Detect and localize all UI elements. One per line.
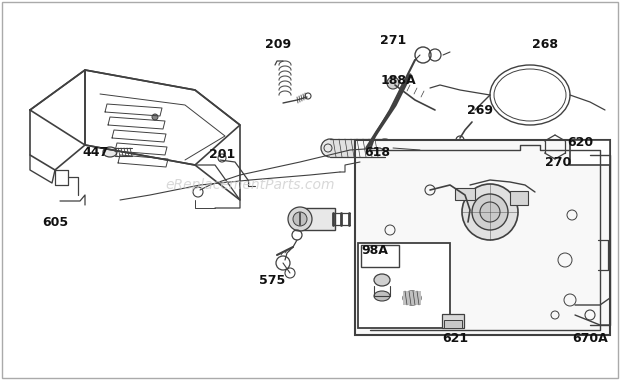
Bar [455,188,475,200]
Bar [330,139,385,157]
Bar [358,243,450,328]
Circle shape [387,77,399,89]
Bar [510,191,528,205]
Bar [355,140,610,335]
Bar [570,140,610,165]
Circle shape [288,207,312,231]
Bar [361,245,399,267]
Circle shape [480,202,500,222]
Text: 270: 270 [545,155,571,168]
Ellipse shape [321,139,339,157]
Ellipse shape [103,147,117,157]
Bar [442,314,464,328]
Circle shape [152,114,158,120]
Text: 447: 447 [83,146,109,158]
Bar [403,291,421,305]
Text: 605: 605 [42,215,68,228]
Text: 188A: 188A [380,73,416,87]
Text: 621: 621 [442,331,468,345]
Text: 618: 618 [364,146,390,158]
Text: 670A: 670A [572,331,608,345]
Ellipse shape [374,274,390,286]
Text: 209: 209 [265,38,291,52]
Ellipse shape [403,291,421,305]
Ellipse shape [374,291,390,301]
Bar [295,208,335,230]
Circle shape [462,184,518,240]
Text: 271: 271 [380,33,406,46]
Text: 268: 268 [532,38,558,52]
Text: 620: 620 [567,136,593,149]
Text: 575: 575 [259,274,285,287]
Text: 201: 201 [209,149,235,162]
Text: 269: 269 [467,103,493,117]
Circle shape [472,194,508,230]
Circle shape [293,212,307,226]
Bar [444,320,462,328]
Text: eReplacementParts.com: eReplacementParts.com [166,178,335,192]
Text: 98A: 98A [361,244,389,256]
